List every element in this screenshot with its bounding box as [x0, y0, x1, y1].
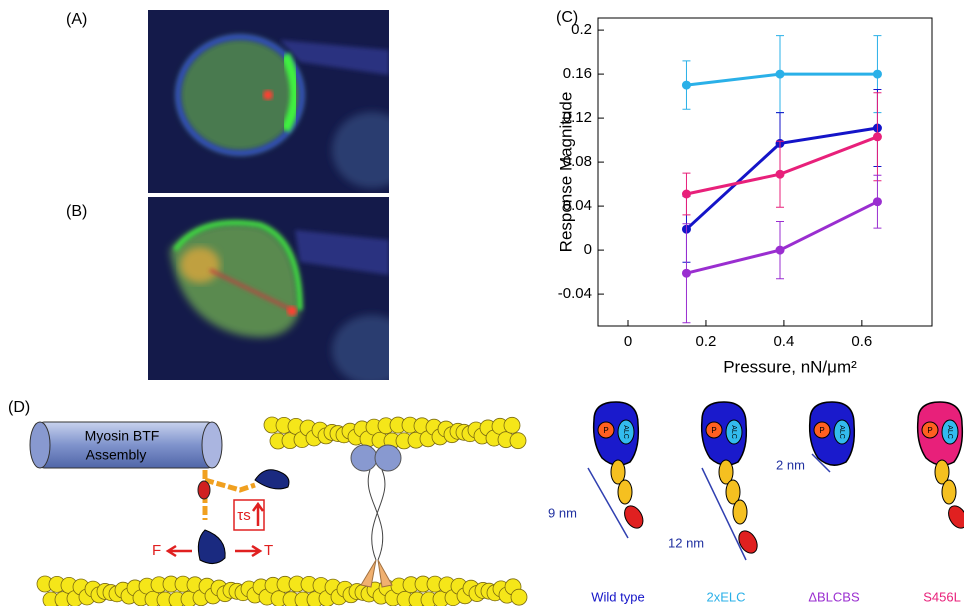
y-tick-label: -0.04	[558, 285, 592, 302]
series-label: Wild type	[591, 589, 644, 604]
phospho-label: P	[927, 426, 932, 435]
force-label: T	[264, 542, 273, 559]
data-point	[776, 70, 785, 79]
assembly-label: Myosin BTF	[85, 428, 160, 444]
x-tick-label: 0.2	[696, 333, 717, 350]
panel-label: (A)	[66, 11, 87, 28]
elc	[733, 500, 747, 524]
molecules: P ALC 9 nm Wild type P ALC 12 nm 2xELC P ALC 2 nm Δ…	[548, 402, 964, 604]
data-point	[776, 246, 785, 255]
length-label: 2 nm	[776, 457, 805, 472]
phospho-label: P	[711, 426, 716, 435]
micrograph-b	[148, 197, 412, 385]
y-tick-label: 0	[584, 241, 592, 258]
force-label: F	[152, 542, 161, 559]
alc-label: ALC	[622, 425, 629, 439]
x-tick-label: 0.6	[851, 333, 872, 350]
myosin-head	[255, 470, 289, 489]
myosin-head	[351, 445, 377, 471]
x-axis-label: Pressure, nN/μm²	[723, 357, 857, 376]
myosin-tail	[368, 470, 385, 560]
actin-bead	[510, 433, 526, 449]
alc-label: ALC	[730, 425, 737, 439]
series-label: ΔBLCBS	[808, 589, 860, 604]
rlc	[621, 503, 647, 532]
tau-label: τs	[237, 507, 250, 524]
series-line	[686, 202, 877, 274]
elc	[618, 480, 632, 504]
data-point	[682, 269, 691, 278]
series-label: S456L	[923, 589, 961, 604]
actin-bead	[511, 589, 527, 605]
data-point	[682, 190, 691, 199]
myosin-head	[198, 530, 225, 564]
actin-bead	[504, 417, 520, 433]
elc	[942, 480, 956, 504]
panel-label: (B)	[66, 203, 87, 220]
alc-label: ALC	[838, 425, 845, 439]
figure: (A) (B) (C) (D) -0.0400.040.080.120.160.…	[0, 0, 964, 606]
x-tick-label: 0.4	[773, 333, 794, 350]
data-point	[682, 81, 691, 90]
data-point	[873, 197, 882, 206]
data-point	[776, 170, 785, 179]
light-chain	[198, 481, 210, 499]
plot-frame	[598, 18, 932, 326]
alc-label: ALC	[946, 425, 953, 439]
y-tick-label: 0.2	[571, 21, 592, 38]
cylinder-end	[202, 422, 222, 468]
data-point	[873, 132, 882, 141]
rlc	[735, 528, 761, 557]
data-point	[873, 70, 882, 79]
rlc	[945, 503, 964, 532]
x-tick-label: 0	[624, 333, 632, 350]
cylinder-end	[30, 422, 50, 468]
series-label: 2xELC	[706, 589, 745, 604]
panel-label: (D)	[8, 399, 30, 416]
y-axis-label: Response Magnitude	[556, 92, 575, 253]
diagram: Myosin BTF Assembly τs F T	[30, 417, 527, 606]
y-tick-label: 0.16	[563, 65, 592, 82]
phospho-label: P	[819, 426, 824, 435]
arrow	[168, 546, 192, 556]
phospho-label: P	[603, 426, 608, 435]
myosin-head	[375, 445, 401, 471]
micrograph-a	[148, 10, 412, 193]
assembly-label: Assembly	[86, 447, 147, 463]
length-label: 12 nm	[668, 535, 704, 550]
arrow	[235, 546, 260, 556]
length-label: 9 nm	[548, 505, 577, 520]
